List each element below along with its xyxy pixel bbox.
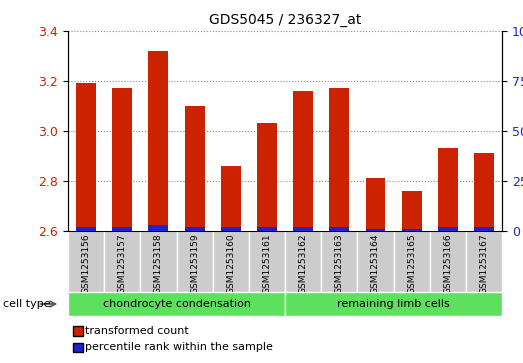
Bar <box>329 88 349 231</box>
Bar <box>257 227 277 231</box>
Bar <box>321 231 357 292</box>
Bar <box>474 227 494 231</box>
Text: chondrocyte condensation: chondrocyte condensation <box>103 299 251 309</box>
Text: GSM1253159: GSM1253159 <box>190 234 199 294</box>
Bar <box>112 88 132 231</box>
Text: GSM1253164: GSM1253164 <box>371 234 380 294</box>
Bar <box>76 83 96 231</box>
Bar <box>149 225 168 231</box>
Bar <box>68 292 285 316</box>
Bar <box>402 191 422 231</box>
Bar <box>213 231 249 292</box>
Bar <box>285 292 502 316</box>
Bar <box>185 227 204 231</box>
Bar <box>285 231 321 292</box>
Bar <box>329 227 349 231</box>
Bar <box>177 231 213 292</box>
Title: GDS5045 / 236327_at: GDS5045 / 236327_at <box>209 13 361 27</box>
Bar <box>221 227 241 231</box>
Bar <box>185 106 204 231</box>
Text: GSM1253162: GSM1253162 <box>299 234 308 294</box>
Bar <box>68 231 104 292</box>
Text: GSM1253156: GSM1253156 <box>82 234 90 294</box>
Bar <box>466 231 502 292</box>
Bar <box>249 231 285 292</box>
Text: GSM1253158: GSM1253158 <box>154 234 163 294</box>
Text: GSM1253160: GSM1253160 <box>226 234 235 294</box>
Bar <box>474 153 494 231</box>
Bar <box>366 178 385 231</box>
Text: GSM1253166: GSM1253166 <box>444 234 452 294</box>
Bar <box>438 148 458 231</box>
Bar <box>76 227 96 231</box>
Text: cell type: cell type <box>3 299 50 309</box>
Bar <box>366 229 385 231</box>
Text: GSM1253163: GSM1253163 <box>335 234 344 294</box>
Bar <box>293 227 313 231</box>
Bar <box>140 231 176 292</box>
Text: percentile rank within the sample: percentile rank within the sample <box>85 342 273 352</box>
Text: GSM1253167: GSM1253167 <box>480 234 488 294</box>
Bar <box>438 227 458 231</box>
Bar <box>430 231 466 292</box>
Bar <box>221 166 241 231</box>
Text: GSM1253165: GSM1253165 <box>407 234 416 294</box>
Bar <box>257 123 277 231</box>
Bar <box>393 231 430 292</box>
Text: remaining limb cells: remaining limb cells <box>337 299 450 309</box>
Bar <box>104 231 140 292</box>
Bar <box>357 231 393 292</box>
Text: GSM1253157: GSM1253157 <box>118 234 127 294</box>
Text: transformed count: transformed count <box>85 326 189 336</box>
Bar <box>402 229 422 231</box>
Text: GSM1253161: GSM1253161 <box>263 234 271 294</box>
Bar <box>112 227 132 231</box>
Bar <box>293 91 313 231</box>
Bar <box>149 51 168 231</box>
